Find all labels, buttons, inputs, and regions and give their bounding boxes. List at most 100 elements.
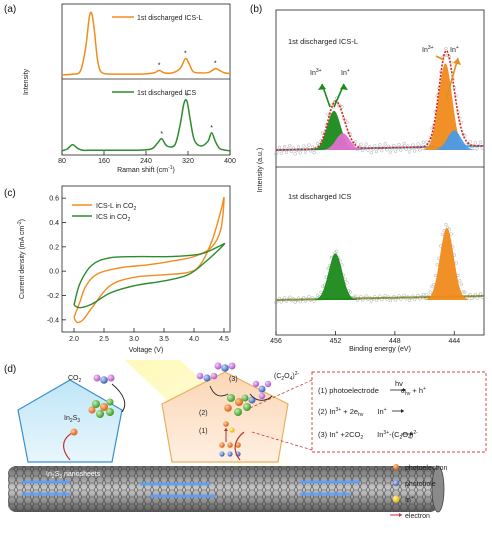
xps-raw-point [478,140,483,144]
xps-raw-point [390,296,394,301]
xps-bottom-subplot [274,222,485,305]
oxalate-icon [252,380,272,400]
xps-raw-point [354,140,358,144]
cv-legend-icsl: ICS-L in CO2 [96,203,136,212]
xps-raw-point [478,292,483,296]
raman-star-marker: * [210,125,213,132]
xps-raw-point [284,150,289,154]
xps-raw-point [312,150,316,155]
xps-raw-point [454,94,458,98]
step-1-label: (1) [199,428,208,435]
raman-star-marker: * [160,131,163,138]
xps-raw-point [364,142,368,146]
xps-raw-point [277,145,282,150]
legend-photohole-icon [393,480,399,486]
xps-raw-point [283,144,287,149]
co2-label: CO2 [68,375,82,384]
xps-raw-point [444,222,448,227]
cv-x-label: Voltage (V) [129,347,164,354]
xps-raw-point [296,296,301,300]
xps-raw-point [291,297,295,301]
xps-raw-point [315,141,320,146]
cv-y-tick-label: 0.4 [49,220,59,227]
electron-flow-arrows [22,480,360,498]
cv-axes-frame [61,185,231,333]
cv-ticks: 2.0 2.5 3.0 3.5 4.0 4.5 -0.4 -0.2 0.0 0.2 0.4 0.6 [47,196,229,343]
left-electron-ball [70,428,78,436]
xps-raw-point [295,298,299,302]
panel-label-b: (b) [250,4,262,15]
xps-x-tick-label: 456 [270,338,282,345]
xps-raw-point [414,295,419,300]
xps-raw-point [466,142,471,146]
xps-raw-point [279,300,283,304]
cv-y-tick-label: 0.0 [49,269,59,276]
xps-raw-point [293,300,297,304]
xps-raw-point [288,295,292,299]
xps-title-ics: 1st discharged ICS [288,192,351,201]
xps-raw-point [354,294,358,298]
xps-arrowhead-in1-right [453,58,461,65]
xps-arrowhead-in3-left [318,84,326,90]
xps-raw-point [378,143,382,147]
cv-x-tick-label: 4.0 [189,336,199,343]
xps-peak-fill [412,63,479,151]
xps-raw-point [470,147,474,151]
xps-raw-point [402,293,406,297]
xps-x-tick-label: 448 [389,338,401,345]
photoelectrode-cluster-icon [224,394,256,416]
raman-x-label: Raman shift (cm-1) [117,165,175,174]
xps-raw-point [274,300,278,305]
schematic: In2S3 In2S3 nanosheets CO2 (2) (1) (3) [8,360,487,520]
xps-raw-point [385,297,389,301]
xps-raw-point [475,147,479,151]
cv-curve-ics [73,242,226,309]
raman-x-tick-label: 400 [224,158,236,165]
xps-peak-fill [414,227,480,300]
xps-raw-point [425,292,429,297]
xps-raw-point [413,149,417,153]
panel-label-c: (c) [4,188,16,199]
xps-raw-point [390,147,394,151]
xps-title-icsl: 1st discharged ICS-L [288,37,358,46]
xps-raw-point [383,142,387,146]
oxalate-label: (C2O4)2- [274,371,300,382]
xps-raw-point [293,152,297,156]
equation-2: (2) In3+ + 2ehv In+ [318,407,387,418]
xps-peak-fill [310,133,376,150]
raman-x-tick-label: 240 [140,158,152,165]
xps-raw-point [289,299,294,303]
xps-raw-point [310,145,315,149]
charge-carriers-icon [219,421,241,457]
equations-box [311,371,487,453]
raman-x-tick-label: 160 [98,158,110,165]
xps-arrow-in1-right [445,57,459,101]
xps-raw-point [409,296,413,300]
xps-raw-point [345,281,349,285]
xps-label-in1-left: In+ [341,68,350,77]
raman-y-label: Intensity [23,68,30,95]
xps-raw-point [371,297,375,301]
in2s3-cluster-icon [88,398,114,418]
equation-1-hv: hv [395,379,403,388]
xps-raw-point [387,144,391,149]
xps-plot: 456 452 448 444 1st discharged ICS-L 1st di… [257,9,487,353]
xps-raw-point [459,120,464,125]
xps-raw-point [473,292,477,297]
xps-raw-point [458,279,462,283]
xps-raw-point [357,296,361,300]
xps-label-in3-left: In3+ [310,68,322,77]
co2-molecule-icon [93,374,115,384]
raman-star-marker: * [186,93,189,100]
xps-raw-point [468,292,472,297]
xps-raw-point [381,295,386,300]
xps-raw-point [435,263,439,267]
raman-axes-frame [61,3,231,156]
cv-legend-ics: ICS in CO2 [96,214,131,223]
cv-plot: 2.0 2.5 3.0 3.5 4.0 4.5 -0.4 -0.2 0.0 0.2 0.4 0.6 I… [17,185,231,354]
xps-raw-point [388,298,393,303]
right-electron-arrow [234,431,245,461]
xps-raw-point [369,299,373,303]
